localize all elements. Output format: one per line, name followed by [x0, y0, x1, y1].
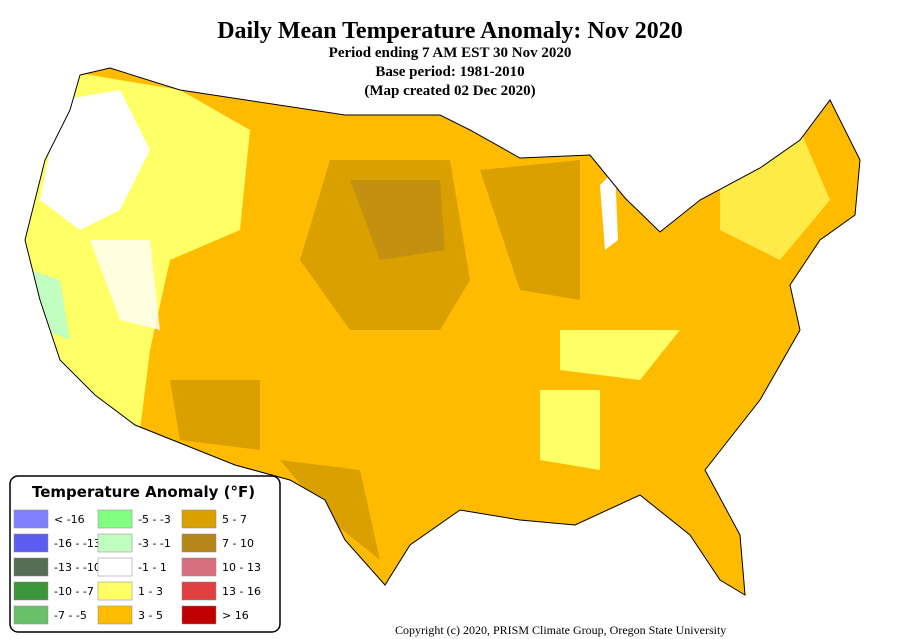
legend-swatch [13, 581, 49, 601]
legend-label: -10 - -7 [54, 585, 94, 598]
legend-label: -1 - 1 [138, 561, 167, 574]
copyright: Copyright (c) 2020, PRISM Climate Group,… [395, 623, 726, 637]
legend-swatch [181, 509, 217, 529]
legend-label: 10 - 13 [222, 561, 261, 574]
legend-label: -5 - -3 [138, 513, 171, 526]
subtitle: Base period: 1981-2010 [375, 64, 524, 80]
legend-swatch [97, 509, 133, 529]
legend-swatch [97, 557, 133, 577]
legend-label: -16 - -13 [54, 537, 101, 550]
legend-swatch [181, 533, 217, 553]
subtitle: (Map created 02 Dec 2020) [364, 83, 535, 99]
legend-title: Temperature Anomaly (°F) [32, 483, 255, 501]
legend-label: -13 - -10 [54, 561, 101, 574]
legend-swatch [181, 605, 217, 625]
legend: Temperature Anomaly (°F) < -16 -16 - -13 -… [9, 475, 281, 633]
legend-label: < -16 [54, 513, 85, 526]
title: Daily Mean Temperature Anomaly: Nov 2020 [217, 18, 683, 44]
legend-swatch [13, 557, 49, 577]
legend-swatch [181, 557, 217, 577]
legend-swatch [97, 581, 133, 601]
legend-label: 7 - 10 [222, 537, 254, 550]
legend-swatch [13, 509, 49, 529]
legend-swatch [97, 533, 133, 553]
legend-label: 13 - 16 [222, 585, 261, 598]
legend-label: -7 - -5 [54, 609, 87, 622]
legend-label: -3 - -1 [138, 537, 171, 550]
legend-swatch [13, 533, 49, 553]
legend-swatch [97, 605, 133, 625]
subtitle: Period ending 7 AM EST 30 Nov 2020 [329, 45, 572, 61]
legend-label: > 16 [222, 609, 249, 622]
legend-swatch [181, 581, 217, 601]
legend-label: 5 - 7 [222, 513, 247, 526]
legend-label: 3 - 5 [138, 609, 163, 622]
legend-swatch [13, 605, 49, 625]
legend-label: 1 - 3 [138, 585, 163, 598]
